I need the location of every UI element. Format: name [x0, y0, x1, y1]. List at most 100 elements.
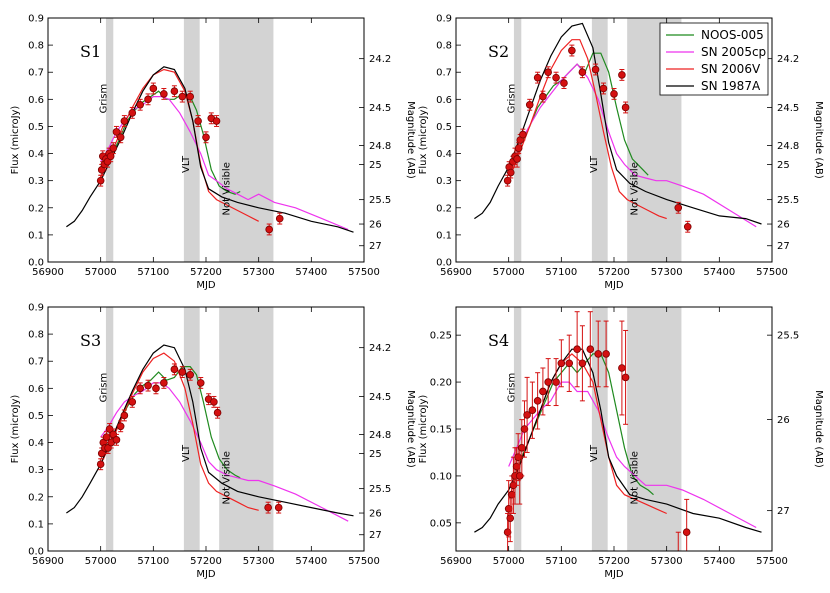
legend: NOOS-005 SN 2005cp SN 2006V SN 1987A [659, 22, 769, 96]
band-not-visible [219, 18, 274, 262]
x-tick-label: 57300 [651, 267, 683, 278]
y-tick-label: 0.1 [28, 230, 44, 241]
y-tick-label: 0.3 [436, 176, 452, 187]
data-point [539, 92, 547, 101]
y-tick-label: 0.2 [28, 492, 44, 503]
series-line-sn-2005cp [508, 63, 757, 228]
series-line-sn-1987a [66, 344, 354, 517]
x-tick-label: 57100 [545, 556, 577, 567]
mag-tick-label: 27 [369, 530, 382, 541]
data-point [683, 222, 692, 231]
y-tick-label: 0.0 [28, 258, 44, 269]
y-tick-label: 0.8 [28, 330, 44, 341]
y-tick-label: 0.4 [28, 149, 44, 160]
y-tick-label: 0.5 [28, 122, 44, 133]
data-point [264, 503, 272, 512]
data-point [519, 130, 527, 139]
x-tick-label: 57500 [348, 267, 380, 278]
x-tick-label: 56900 [32, 556, 64, 567]
x-tick-label: 57500 [756, 556, 788, 567]
x-tick-label: 57200 [190, 556, 222, 567]
x-axis-label: MJD [604, 569, 624, 580]
y-tick-label: 0.7 [28, 68, 44, 79]
x-tick-label: 57200 [598, 267, 630, 278]
legend-label-1987a: SN 1987A [701, 79, 761, 93]
x-tick-label: 57000 [85, 267, 117, 278]
y-tick-label: 0.8 [28, 41, 44, 52]
data-point [120, 411, 129, 420]
x-tick-label: 57500 [756, 267, 788, 278]
data-point [128, 109, 137, 117]
y-tick-label: 0.7 [436, 68, 452, 79]
legend-label-noos: NOOS-005 [701, 28, 764, 42]
data-point [518, 443, 526, 452]
data-point [539, 387, 547, 396]
x-tick-label: 57300 [243, 267, 275, 278]
data-point [586, 345, 595, 354]
data-point [213, 408, 222, 417]
x-tick-label: 57500 [348, 556, 380, 567]
band-label-not-visible: Not Visible [630, 162, 641, 215]
series-line-sn-1987a [474, 22, 762, 225]
data-point [112, 436, 121, 444]
y-tick-label: 0.2 [436, 203, 452, 214]
mag-tick-label: 27 [369, 241, 382, 252]
x-tick-label: 57000 [85, 556, 117, 567]
x-axis-label: MJD [196, 569, 216, 580]
band-grism [105, 18, 114, 262]
right-axis-label: Magnitude (AB) [813, 390, 824, 468]
data-point [525, 100, 534, 109]
mag-tick-label: 26 [777, 220, 790, 231]
y-tick-label: 0.8 [436, 41, 452, 52]
data-point [610, 90, 618, 98]
y-axis-label: Flux (microJy) [418, 395, 429, 464]
x-tick-label: 57200 [598, 556, 630, 567]
band-vlt [183, 307, 200, 551]
mag-tick-label: 26 [777, 415, 790, 426]
y-axis-label: Flux (microJy) [418, 106, 429, 175]
band-label-grism: Grism [99, 84, 110, 114]
mag-tick-label: 24.5 [777, 103, 799, 114]
panel-s1: 56900 57000 57100 57200 57300 57400 57500 0.0 0.… [10, 14, 416, 292]
data-point [514, 144, 523, 152]
data-point [144, 381, 152, 390]
data-point [552, 378, 560, 386]
data-point [109, 144, 118, 152]
mag-tick-label: 24.2 [369, 343, 391, 354]
y-tick-label: 0.05 [430, 518, 452, 529]
mag-tick-label: 25 [777, 160, 790, 171]
data-point [513, 155, 521, 163]
data-point [560, 79, 568, 87]
band-not-visible [219, 307, 274, 551]
data-point [533, 397, 542, 405]
band-vlt [591, 18, 608, 262]
data-point [106, 152, 115, 161]
panel-s2: 56900 57000 57100 57200 57300 57400 57500 0.0 0.… [418, 14, 824, 292]
data-point [136, 100, 144, 109]
panel-label: S2 [488, 42, 509, 61]
x-tick-label: 57000 [493, 556, 525, 567]
data-point [96, 176, 105, 185]
data-point [578, 68, 587, 77]
mag-tick-label: 27 [777, 506, 790, 517]
panel-label: S3 [80, 331, 101, 350]
band-vlt [183, 18, 200, 262]
y-tick-label: 0.0 [436, 258, 452, 269]
y-tick-label: 0.9 [28, 303, 44, 314]
y-tick-label: 0.7 [28, 357, 44, 368]
legend-label-2006v: SN 2006V [701, 62, 761, 76]
band-label-not-visible: Not Visible [630, 451, 641, 504]
data-point [212, 117, 221, 125]
data-point [503, 176, 512, 185]
data-point [149, 84, 158, 93]
data-point [506, 168, 515, 177]
data-point [128, 398, 137, 406]
y-tick-label: 0.9 [28, 14, 44, 25]
y-tick-label: 0.25 [430, 331, 452, 342]
x-tick-label: 56900 [440, 556, 472, 567]
band-grism [513, 307, 522, 551]
band-label-not-visible: Not Visible [222, 451, 233, 504]
data-point [508, 490, 516, 499]
y-tick-label: 0.1 [28, 519, 44, 530]
